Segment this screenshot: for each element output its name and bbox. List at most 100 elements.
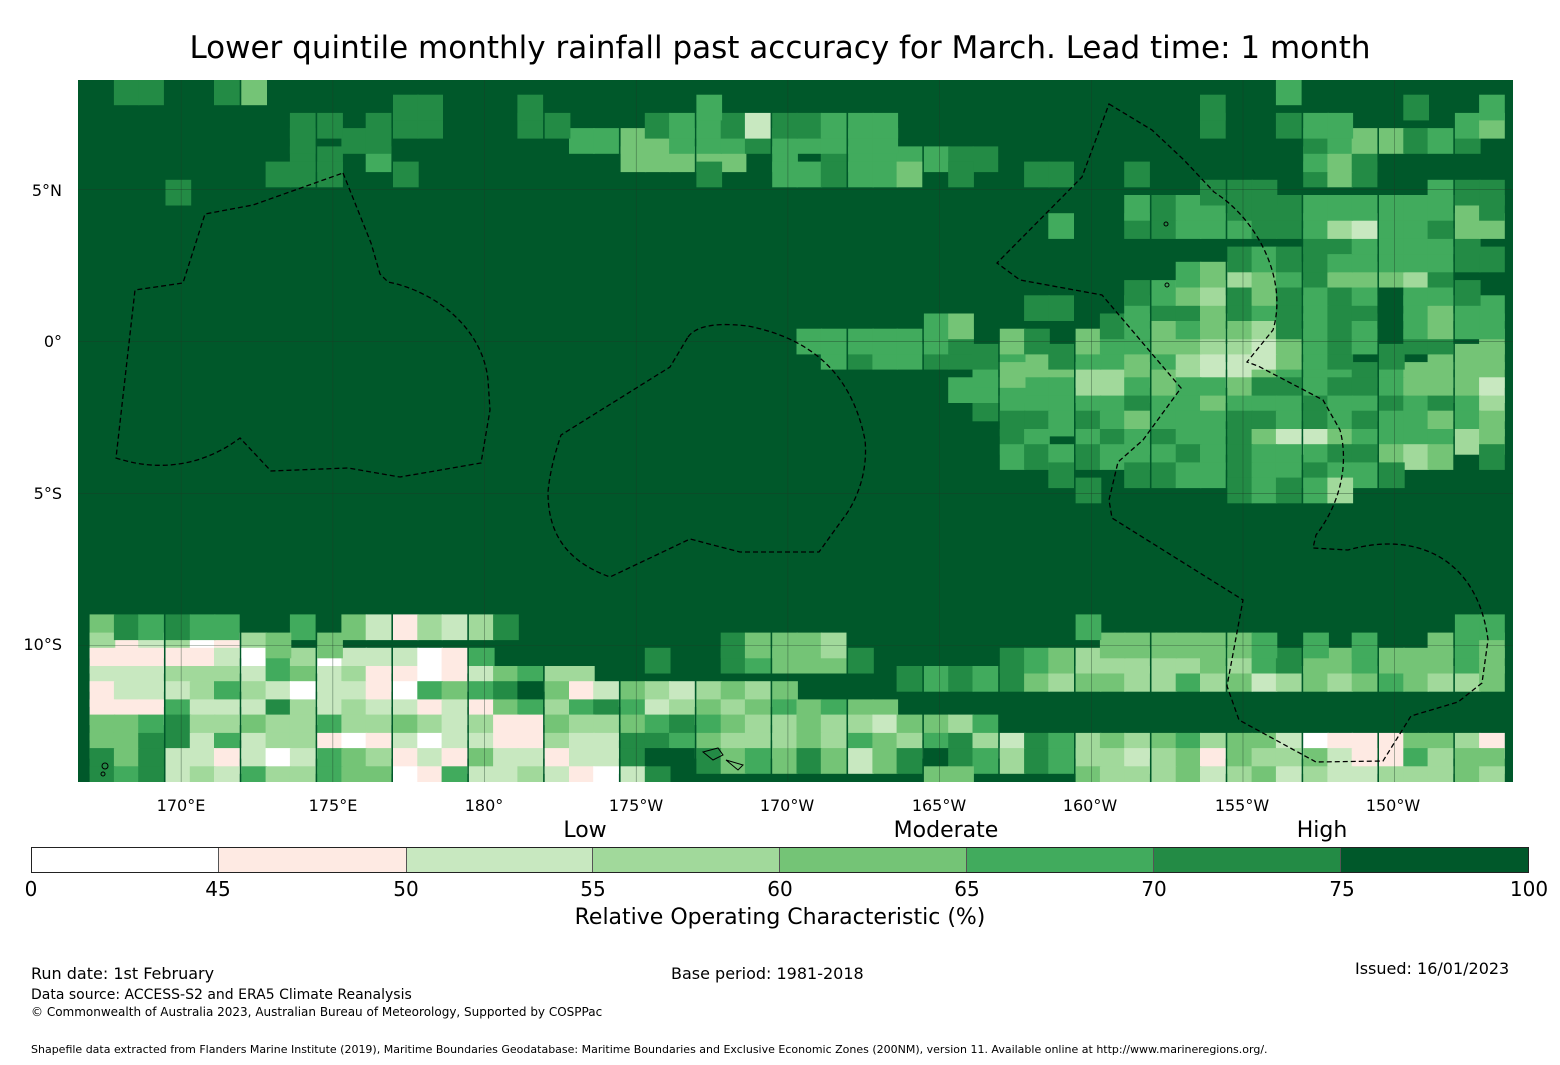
grid-cell — [1075, 477, 1102, 504]
grid-cell — [1403, 195, 1429, 221]
grid-cell — [1479, 766, 1505, 782]
grid-cell — [289, 112, 316, 139]
grid-cell — [1379, 343, 1405, 370]
grid-cell — [1479, 246, 1505, 273]
island-samoa-savaii — [725, 759, 744, 771]
colorbar-tick-55: 55 — [580, 877, 606, 901]
grid-cell — [1048, 295, 1074, 321]
grid-cell — [1151, 462, 1178, 489]
grid-cell — [772, 161, 798, 188]
grid-cell — [696, 748, 723, 774]
grid-cell — [1403, 128, 1429, 154]
lon-label-180: 180° — [464, 796, 504, 815]
grid-cell — [1351, 462, 1378, 489]
grid-cell — [972, 666, 999, 692]
lon-label-160w: 160°W — [1062, 796, 1118, 815]
grid-cell — [317, 766, 343, 782]
grid-cell — [569, 766, 595, 782]
eez-boundary-kiribati-gilbert — [115, 172, 491, 478]
grid-cell — [1175, 462, 1202, 489]
grid-cell — [669, 112, 695, 139]
colorbar-title: Relative Operating Characteristic (%) — [574, 905, 986, 930]
grid-cell — [341, 614, 368, 641]
colorbar — [31, 847, 1529, 873]
grid-cell — [848, 161, 874, 188]
grid-cell — [241, 80, 267, 106]
grid-cell — [1403, 766, 1429, 782]
grid-cell — [1151, 280, 1178, 306]
colorbar-tick-70: 70 — [1141, 877, 1167, 901]
grid-cell — [1151, 766, 1178, 782]
grid-cell — [1099, 766, 1126, 782]
grid-cell — [1048, 213, 1074, 239]
grid-cell — [1427, 128, 1454, 154]
grid-cell — [796, 161, 823, 188]
grid-cell — [593, 766, 619, 782]
grid-cell — [796, 748, 823, 774]
grid-cell — [1024, 161, 1050, 188]
island-islet — [1163, 221, 1169, 227]
grid-cell — [923, 146, 950, 173]
grid-cell — [189, 766, 216, 782]
colorbar-bin-75-100 — [1341, 848, 1528, 872]
grid-cell — [365, 614, 392, 641]
grid-cell — [1048, 410, 1074, 437]
grid-cell — [544, 112, 571, 139]
grid-cell — [1479, 94, 1505, 121]
grid-cell — [393, 161, 419, 188]
grid-cell — [796, 112, 823, 139]
grid-cell — [972, 343, 999, 370]
grid-cell — [620, 128, 647, 154]
grid-cell — [165, 614, 192, 641]
grid-cell — [417, 766, 443, 782]
grid-cell — [165, 766, 192, 782]
grid-cell — [1303, 766, 1329, 782]
grid-cell — [1124, 195, 1150, 221]
grid-cell — [517, 766, 544, 782]
lon-label-155w: 155°W — [1214, 796, 1270, 815]
grid-cell — [493, 766, 519, 782]
colorbar-tick-75: 75 — [1329, 877, 1355, 901]
grid-cell — [620, 766, 647, 782]
grid-cell — [1175, 766, 1202, 782]
colorbar-tick-0: 0 — [24, 877, 38, 901]
grid-cell — [1479, 179, 1505, 206]
grid-cell — [744, 748, 771, 774]
map-frame — [78, 80, 1513, 782]
grid-cell — [1124, 280, 1150, 306]
grid-cell — [289, 766, 316, 782]
grid-cell — [848, 748, 874, 774]
grid-cell — [948, 161, 974, 188]
grid-cell — [1275, 112, 1302, 139]
grid-cell — [1251, 766, 1278, 782]
grid-cell — [1403, 94, 1429, 121]
grid-cell — [644, 647, 671, 674]
grid-cell — [593, 128, 619, 154]
colorbar-tick-50: 50 — [393, 877, 419, 901]
grid-cell — [1227, 766, 1253, 782]
colorbar-bin-0-45 — [32, 848, 219, 872]
grid-cell — [1227, 246, 1253, 273]
grid-cell — [1351, 128, 1378, 154]
grid-cell — [1227, 477, 1253, 504]
grid-cell — [138, 80, 164, 106]
grid-cell — [1251, 179, 1278, 206]
grid-cell — [265, 766, 292, 782]
grid-cell — [317, 112, 343, 139]
grid-cell — [1048, 343, 1074, 370]
island-islet — [100, 771, 106, 777]
grid-cell — [1024, 295, 1050, 321]
grid-cell — [1303, 112, 1329, 139]
grid-cell — [393, 614, 419, 641]
grid-cell — [1200, 94, 1226, 121]
grid-cell — [289, 614, 316, 641]
grid-cell — [113, 766, 140, 782]
grid-cell — [999, 362, 1026, 388]
lon-label-175w: 175°W — [608, 796, 664, 815]
grid-cell — [1454, 766, 1481, 782]
colorbar-bin-60-65 — [780, 848, 967, 872]
issued-date: Issued: 16/01/2023 — [1355, 959, 1510, 978]
grid-cell — [644, 112, 671, 139]
lat-label-5s: 5°S — [33, 484, 62, 503]
grid-cell — [872, 748, 899, 774]
